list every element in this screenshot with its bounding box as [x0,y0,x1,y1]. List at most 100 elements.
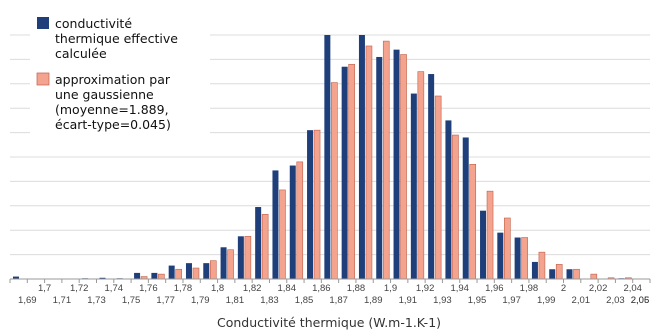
x-tick-label-upper: 2,02 [589,283,608,294]
bar-series-1-5 [99,277,106,279]
bar-series-2-13 [244,236,252,280]
x-tick-label-upper: 1,98 [520,283,539,294]
bar-series-2-14 [261,214,269,280]
x-axis [9,278,651,283]
bar-series-2-24 [434,95,442,280]
x-tick-label-lower: 1,91 [399,295,418,306]
bar-series-1-12 [220,247,227,279]
bar-series-2-32 [573,268,580,280]
bar-series-2-30 [538,251,546,280]
bar-series-2-23 [417,71,425,280]
bar-series-2-17 [313,129,321,280]
x-tick-label-lower: 1,77 [156,295,175,306]
x-tick-label-upper: 1,8 [211,283,224,294]
bar-series-1-27 [480,210,487,279]
x-tick-label-lower: 1,97 [502,295,521,306]
bar-series-1-14 [255,207,262,279]
x-axis-title: Conductivité thermique (W.m-1.K-1) [217,315,441,330]
bar-series-2-29 [521,237,528,280]
legend: conductivité thermique effective calculé… [30,14,210,142]
x-tick-label-lower: 1,95 [468,295,487,306]
bar-series-1-13 [237,236,244,279]
bar-series-2-22 [400,54,407,280]
bar-series-2-25 [452,134,459,280]
x-tick-label-lower: 1,79 [191,295,210,306]
bar-series-2-19 [348,63,355,280]
bar-series-1-31 [549,269,556,279]
legend-swatch-series-1 [37,17,49,29]
bar-series-1-32 [566,269,573,279]
bar-series-2-31 [555,264,563,280]
bar-series-2-28 [504,217,511,280]
x-tick-label-upper: 2 [561,283,566,294]
x-tick-label-upper: 1,92 [416,283,435,294]
bar-series-2-9 [175,268,182,280]
bar-series-2-21 [382,40,390,280]
legend-label-series-1: conductivité thermique effective calculé… [55,16,182,61]
bar-series-1-20 [358,35,365,279]
x-tick-label-lower: 1,69 [18,295,37,306]
legend-swatch-series-2 [36,72,50,86]
bar-series-1-16 [289,165,296,279]
bar-series-2-33 [590,273,598,280]
x-tick-label-lower: 1,71 [53,295,72,306]
bar-series-1-26 [462,137,469,279]
x-tick-label-lower: 1,99 [537,295,556,306]
x-tick-label-lower: 1,87 [329,295,348,306]
bar-series-1-8 [151,272,158,279]
bar-series-1-0 [13,276,19,279]
bar-series-1-22 [393,49,400,279]
bar-series-1-11 [203,263,210,279]
bar-series-2-11 [209,260,217,280]
bar-series-1-25 [445,120,452,280]
bar-series-2-8 [158,273,165,280]
x-tick-label-upper: 1,88 [347,283,366,294]
bar-series-2-18 [331,82,338,280]
x-tick-label-lower: 1,75 [122,295,141,306]
x-tick-label-upper: 1,94 [450,283,469,294]
bar-series-1-28 [497,232,504,279]
legend-label-series-2: approximation par une gaussienne (moyenn… [55,72,174,132]
bar-series-1-17 [307,130,314,279]
x-tick-label-upper: 1,86 [312,283,331,294]
x-tick-label-upper: 1,76 [139,283,158,294]
legend-background [30,14,210,142]
bar-series-1-10 [185,263,192,279]
bar-series-1-19 [341,66,348,279]
bar-series-2-26 [469,164,477,280]
x-tick-label-lower: 1,73 [87,295,106,306]
x-tick-label-lower: 1,89 [364,295,383,306]
bar-series-1-30 [531,261,538,279]
x-tick-labels: 1,7 1,72 1,74 1,76 1,78 1,8 1,82 1,84 1,86 1,88 1,… [18,283,649,306]
x-tick-label-upper: 1,9 [384,283,397,294]
bars [13,35,632,280]
bar-series-1-18 [324,35,331,279]
bar-series-1-15 [272,170,279,279]
bar-series-2-15 [279,189,286,280]
x-tick-label-upper: 1,82 [243,283,262,294]
x-tick-label-lower: 2,03 [606,295,625,306]
x-tick-label-upper: 1,84 [278,283,297,294]
x-tick-label-lower: 1,81 [226,295,245,306]
bar-series-1-21 [376,56,383,280]
bar-series-2-16 [296,161,304,280]
bar-series-2-27 [486,190,494,280]
bar-series-1-23 [410,93,417,279]
x-tick-label-upper: 1,72 [70,283,89,294]
x-tick-label-upper: 1,74 [105,283,124,294]
bar-series-2-20 [365,45,373,280]
bar-series-1-9 [168,265,175,279]
x-tick-label-lower: 2,06 [631,295,650,306]
x-tick-label-lower: 1,83 [260,295,279,306]
x-tick-label-upper: 2,04 [623,283,642,294]
x-tick-label-upper: 1,96 [485,283,504,294]
x-tick-label-upper: 1,7 [38,283,51,294]
x-tick-label-lower: 1,93 [433,295,452,306]
x-tick-label-lower: 2,05 [631,295,650,306]
bar-series-1-7 [134,272,141,279]
bar-series-1-24 [428,74,435,279]
x-tick-label-lower: 1,85 [295,295,314,306]
bar-series-2-10 [192,267,200,280]
x-tick-label-lower: 2,01 [572,295,591,306]
